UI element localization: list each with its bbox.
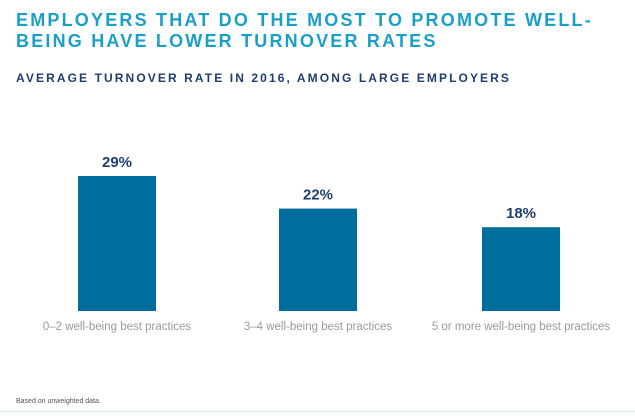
category-label-3: 5 or more well-being best practices xyxy=(432,321,611,333)
value-label-2: 22% xyxy=(303,187,333,204)
value-label-1: 29% xyxy=(102,154,132,171)
bar-2 xyxy=(279,208,357,311)
chart-subtitle: AVERAGE TURNOVER RATE IN 2016, AMONG LAR… xyxy=(16,71,512,85)
bar-chart: 29% 0–2 well-being best practices 22% 3–4 w… xyxy=(43,154,611,333)
chart-title: EMPLOYERS THAT DO THE MOST TO PROMOTE WE… xyxy=(16,10,593,51)
bar-3 xyxy=(482,227,560,311)
bottom-divider xyxy=(0,411,635,412)
category-label-1: 0–2 well-being best practices xyxy=(43,321,192,333)
value-label-3: 18% xyxy=(506,205,536,222)
category-label-2: 3–4 well-being best practices xyxy=(244,321,393,333)
bar-1 xyxy=(78,176,156,311)
footnote: Based on unweighted data. xyxy=(16,398,101,405)
